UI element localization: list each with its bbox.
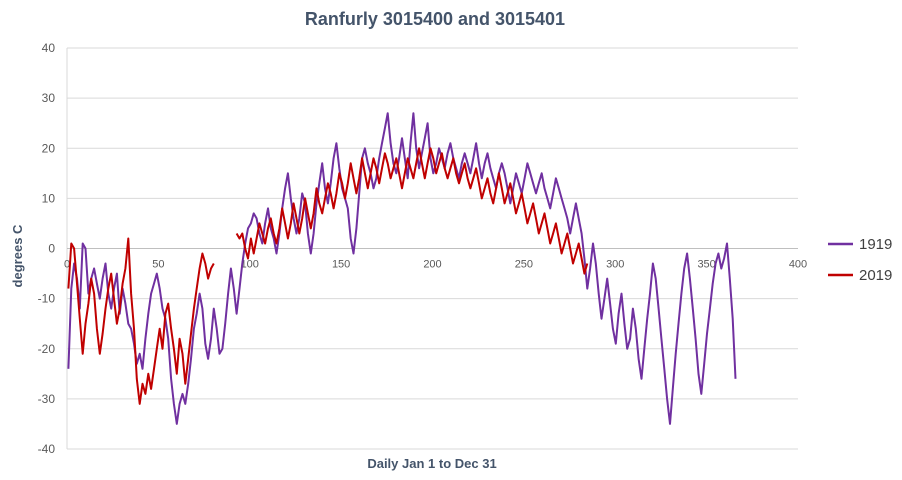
series-line-2019 [67,147,589,405]
legend-label: 2019 [859,267,892,284]
y-tick-label: 10 [42,191,56,205]
series-lines [67,112,737,425]
x-tick-label: 350 [697,259,715,271]
y-tick-label: -10 [38,292,56,306]
y-tick-label: 0 [48,242,55,256]
x-tick-label: 400 [789,259,807,271]
x-tick-label: 300 [606,259,624,271]
chart-title: Ranfurly 3015400 and 3015401 [305,9,565,29]
y-tick-label: -40 [38,442,56,456]
x-axis-ticks: 50 100 150 200 250 300 350 400 0 [64,259,807,271]
y-tick-label: 20 [42,141,56,155]
series-line-1919 [67,112,737,425]
y-tick-label: -20 [38,342,56,356]
y-axis-title: degrees C [10,224,25,287]
x-tick-label: 200 [423,259,441,271]
x-tick-label: 250 [515,259,533,271]
legend: 1919 2019 [828,236,892,284]
legend-label: 1919 [859,236,892,253]
x-tick-label: 0 [64,259,70,271]
y-tick-label: 30 [42,91,56,105]
gridlines [66,47,798,450]
y-tick-label: 40 [42,41,56,55]
x-axis-title: Daily Jan 1 to Dec 31 [367,456,496,471]
x-tick-label: 150 [332,259,350,271]
y-axis-ticks: -40 -30 -20 -10 0 10 20 30 40 [38,41,56,456]
y-tick-label: -30 [38,392,56,406]
x-tick-label: 100 [241,259,259,271]
x-tick-label: 50 [152,259,164,271]
